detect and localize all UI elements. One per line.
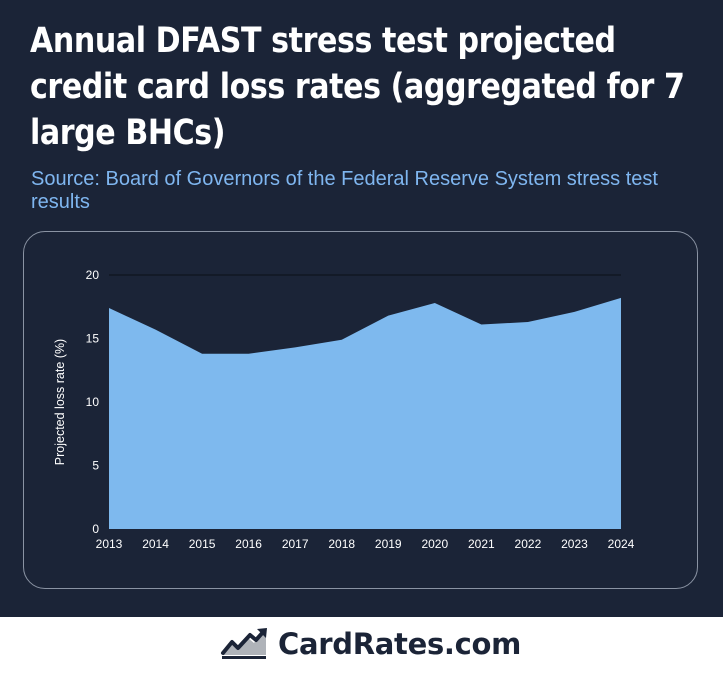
source-subtitle: Source: Board of Governors of the Federa… — [31, 168, 658, 213]
x-tick-label: 2020 — [421, 537, 448, 551]
y-tick-label: 5 — [92, 459, 99, 473]
y-tick-label: 10 — [86, 395, 100, 409]
x-tick-label: 2018 — [328, 537, 355, 551]
x-tick-label: 2023 — [561, 537, 588, 551]
x-tick-label: 2014 — [142, 537, 169, 551]
x-tick-label: 2019 — [375, 537, 402, 551]
x-tick-label: 2013 — [96, 537, 123, 551]
x-tick-label: 2022 — [515, 537, 542, 551]
page-title: Annual DFAST stress test projected credi… — [30, 21, 685, 153]
trending-chart-icon — [221, 628, 267, 659]
area-series — [109, 297, 621, 529]
y-tick-label: 15 — [86, 332, 100, 346]
x-tick-label: 2015 — [189, 537, 216, 551]
chart-panel: 0 5 10 15 20 2013 2014 2015 2016 2017 2018 2019 2020… — [23, 231, 698, 589]
y-tick-label: 20 — [86, 268, 100, 282]
infographic-card: Annual DFAST stress test projected credi… — [0, 0, 723, 617]
y-tick-label: 0 — [92, 522, 99, 536]
x-tick-label: 2017 — [282, 537, 309, 551]
footer-bar — [0, 617, 723, 687]
x-tick-label: 2021 — [468, 537, 495, 551]
y-axis-title: Projected loss rate (%) — [53, 339, 67, 465]
x-tick-label: 2016 — [235, 537, 262, 551]
area-chart: 0 5 10 15 20 2013 2014 2015 2016 2017 2018 2019 2020… — [53, 268, 635, 551]
brand-name: CardRates.com — [278, 627, 522, 661]
brand-logo[interactable]: CardRates.com — [220, 626, 521, 662]
x-tick-label: 2024 — [608, 537, 635, 551]
